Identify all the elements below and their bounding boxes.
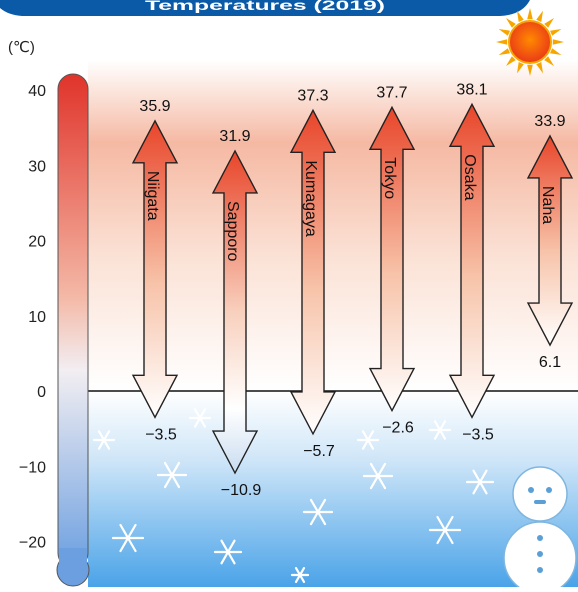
y-tick-label: −20 <box>19 535 46 552</box>
snowman-icon <box>503 466 577 592</box>
sun-ray <box>550 29 562 36</box>
title-banner: Temperatures (2019) <box>0 0 530 16</box>
max-value-label: 37.3 <box>297 87 328 104</box>
range-arrow <box>211 149 259 475</box>
y-tick-label: 40 <box>28 83 46 100</box>
snowflake-icon <box>92 430 116 450</box>
y-unit-label: (℃) <box>8 39 35 56</box>
snowflake-icon <box>111 523 145 553</box>
y-tick-label: 30 <box>28 158 46 175</box>
sun-ray <box>517 10 524 22</box>
y-tick-label: 10 <box>28 309 46 326</box>
sun-ray <box>498 29 510 36</box>
min-value-label: 6.1 <box>539 354 561 371</box>
sun-ray <box>550 48 562 55</box>
snowflake-icon <box>428 515 462 545</box>
sun-ray <box>506 56 516 66</box>
range-arrow <box>131 119 179 419</box>
min-value-label: −3.5 <box>145 426 177 443</box>
sun-ray <box>527 64 533 76</box>
thermometer-icon <box>56 73 90 587</box>
max-value-label: 31.9 <box>219 128 250 145</box>
snowflakes <box>92 408 495 584</box>
city-label: Kumagaya <box>302 160 319 237</box>
y-axis-ticks: 40 30 20 10 0 −10 −20 <box>19 83 46 552</box>
cold-background <box>88 391 578 587</box>
chart-title: Temperatures (2019) <box>145 0 385 13</box>
city-label: Osaka <box>461 154 478 200</box>
city-label: Niigata <box>144 171 161 221</box>
range-arrow <box>289 108 337 436</box>
sun-icon <box>496 8 564 76</box>
city-label: Naha <box>539 186 556 224</box>
value-labels: Niigata 35.9 −3.5 Sapporo 31.9 −10.9 Kumagaya 3… <box>139 81 565 499</box>
city-label: Sapporo <box>224 201 241 262</box>
snowflake-icon <box>213 539 243 565</box>
max-value-label: 35.9 <box>139 98 170 115</box>
max-value-label: 33.9 <box>534 113 565 130</box>
min-value-label: −2.6 <box>382 420 414 437</box>
warm-background <box>88 60 578 391</box>
sun-ray <box>552 39 564 45</box>
snowflake-icon <box>290 566 310 584</box>
snowflake-icon <box>302 498 334 526</box>
snowflake-icon <box>428 420 452 440</box>
sun-ray <box>498 48 510 55</box>
y-tick-label: −10 <box>19 459 46 476</box>
snowflake-icon <box>156 461 188 489</box>
min-value-label: −10.9 <box>221 482 262 499</box>
max-value-label: 37.7 <box>376 84 407 101</box>
snowflake-icon <box>188 408 212 428</box>
sun-ray <box>536 62 543 74</box>
range-arrow <box>368 105 416 413</box>
snowflake-icon <box>362 462 394 490</box>
snowflake-icon <box>465 469 495 495</box>
sun-ray <box>506 18 516 28</box>
y-tick-label: 20 <box>28 234 46 251</box>
range-arrows <box>131 102 574 475</box>
max-value-label: 38.1 <box>456 81 487 98</box>
city-label: Tokyo <box>381 157 398 199</box>
range-arrow <box>526 134 574 347</box>
sun-ray <box>527 8 533 20</box>
sun-ray <box>496 39 508 45</box>
sun-ray <box>544 56 554 66</box>
range-arrow <box>448 102 496 419</box>
min-value-label: −3.5 <box>462 426 494 443</box>
y-tick-label: 0 <box>37 384 46 401</box>
sun-ray <box>544 18 554 28</box>
sun-ray <box>517 62 524 74</box>
snowflake-icon <box>356 430 380 450</box>
sun-ray <box>536 10 543 22</box>
min-value-label: −5.7 <box>303 443 335 460</box>
